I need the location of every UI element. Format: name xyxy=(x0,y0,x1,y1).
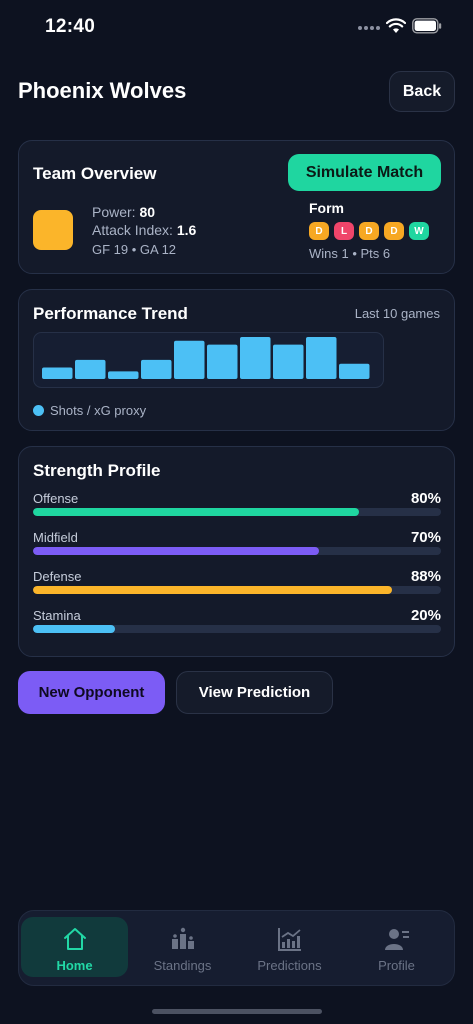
strength-name: Midfield xyxy=(33,530,78,545)
strength-value: 80% xyxy=(410,490,441,507)
attack-index-stat: Attack Index: 1.6 xyxy=(92,222,196,238)
trend-bar xyxy=(240,337,271,379)
strength-row-offense: Offense 80% xyxy=(33,490,441,527)
simulate-match-button[interactable]: Simulate Match xyxy=(288,154,441,191)
strength-track xyxy=(33,547,441,555)
tab-predictions-label: Predictions xyxy=(257,958,322,973)
legend-label: Shots / xG proxy xyxy=(50,403,147,418)
status-time: 12:40 xyxy=(45,16,96,37)
trend-bar xyxy=(42,367,73,379)
form-badge: W xyxy=(409,222,429,240)
back-button[interactable]: Back xyxy=(389,71,455,112)
goals-stat: GF 19 • GA 12 xyxy=(92,242,177,257)
form-label: Form xyxy=(309,200,344,216)
form-badge: L xyxy=(334,222,354,240)
predictions-icon xyxy=(278,928,301,951)
power-value: 80 xyxy=(139,204,156,220)
team-overview-title: Team Overview xyxy=(33,164,157,183)
tab-bar: Home Standings Predictions P xyxy=(18,910,455,986)
strength-profile-title: Strength Profile xyxy=(33,461,161,480)
home-icon xyxy=(64,928,86,950)
strength-fill xyxy=(33,508,360,516)
new-opponent-button[interactable]: New Opponent xyxy=(18,671,165,714)
performance-trend-card: Performance Trend Last 10 games Shots / … xyxy=(18,289,455,431)
strength-row-defense: Defense 88% xyxy=(33,568,441,605)
battery-icon xyxy=(412,18,442,34)
standings-icon xyxy=(172,927,194,949)
power-stat: Power: 80 xyxy=(92,204,155,220)
strength-profile-card: Strength Profile Offense 80% Midfield 70% De… xyxy=(18,446,455,657)
strength-value: 20% xyxy=(410,607,441,624)
legend-dot-icon xyxy=(33,405,44,416)
team-overview-card: Team Overview Simulate Match Power: 80 A… xyxy=(18,140,455,274)
strength-value: 70% xyxy=(410,529,441,546)
power-label: Power: xyxy=(92,204,136,220)
strength-value: 88% xyxy=(410,568,441,585)
trend-bar xyxy=(306,337,337,379)
profile-icon xyxy=(385,929,409,950)
trend-bar xyxy=(339,363,370,379)
performance-trend-chart xyxy=(33,332,384,388)
home-indicator xyxy=(152,1009,322,1014)
tab-standings-label: Standings xyxy=(153,958,212,973)
strength-row-midfield: Midfield 70% xyxy=(33,529,441,566)
tab-standings[interactable]: Standings xyxy=(129,917,236,977)
form-badge: D xyxy=(309,222,329,240)
form-summary: Wins 1 • Pts 6 xyxy=(309,246,391,261)
tab-predictions[interactable]: Predictions xyxy=(236,917,343,977)
form-badge: D xyxy=(384,222,404,240)
strength-fill xyxy=(33,625,115,633)
strength-track xyxy=(33,586,441,594)
trend-bar xyxy=(75,359,106,379)
trend-bar xyxy=(273,344,304,379)
trend-bar xyxy=(141,359,172,379)
strength-name: Defense xyxy=(33,569,82,584)
tab-profile[interactable]: Profile xyxy=(343,917,450,977)
attack-index-label: Attack Index: xyxy=(92,222,173,238)
tab-home-label: Home xyxy=(56,958,93,973)
trend-bar xyxy=(108,371,139,379)
strength-name: Stamina xyxy=(33,608,81,623)
view-prediction-button[interactable]: View Prediction xyxy=(176,671,333,714)
page-title: Phoenix Wolves xyxy=(18,78,187,103)
strength-name: Offense xyxy=(33,491,79,506)
signal-icon xyxy=(358,26,380,30)
strength-fill xyxy=(33,547,319,555)
status-bar: 12:40 xyxy=(0,0,473,54)
form-badge: D xyxy=(359,222,379,240)
team-color-swatch xyxy=(33,210,73,250)
strength-row-stamina: Stamina 20% xyxy=(33,607,441,644)
wifi-icon xyxy=(386,18,406,33)
tab-home[interactable]: Home xyxy=(21,917,128,977)
trend-bar xyxy=(174,340,205,379)
strength-fill xyxy=(33,586,393,594)
tab-profile-label: Profile xyxy=(378,958,415,973)
attack-index-value: 1.6 xyxy=(176,222,197,238)
strength-track xyxy=(33,508,441,516)
performance-trend-title: Performance Trend xyxy=(33,304,188,323)
trend-bar xyxy=(207,344,238,379)
strength-track xyxy=(33,625,441,633)
performance-trend-subtitle: Last 10 games xyxy=(354,306,440,321)
